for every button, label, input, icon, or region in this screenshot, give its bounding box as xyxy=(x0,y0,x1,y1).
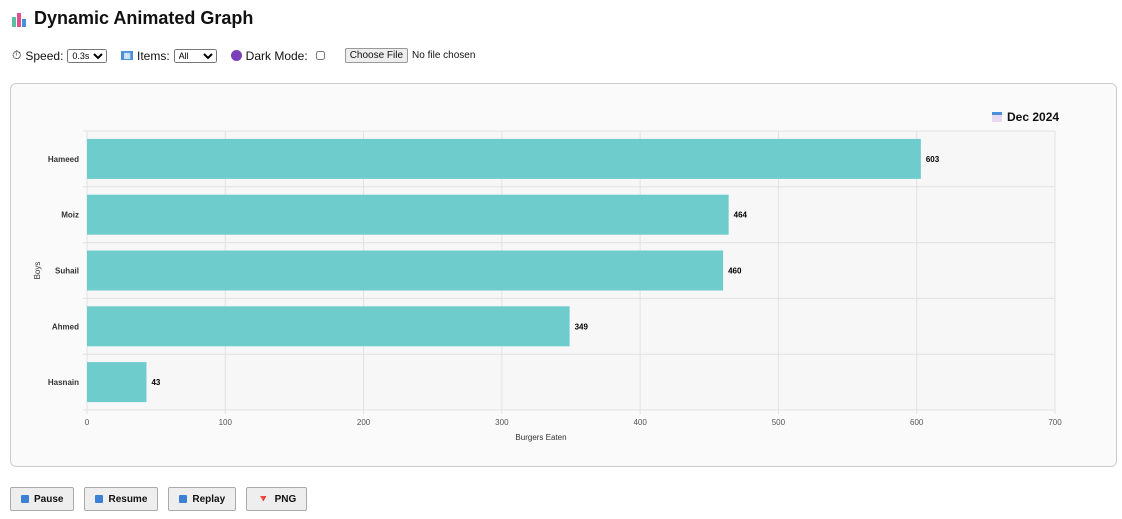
data-label: 460 xyxy=(728,267,742,276)
choose-file-button[interactable]: Choose File xyxy=(344,48,409,63)
y-tick-label: Ahmed xyxy=(52,322,79,331)
pause-button[interactable]: Pause xyxy=(10,487,75,511)
x-tick-label: 600 xyxy=(910,418,924,427)
resume-button[interactable]: Resume xyxy=(84,487,159,511)
speed-select[interactable]: 0.3s xyxy=(67,48,108,63)
data-label: 349 xyxy=(575,322,589,331)
calendar-icon xyxy=(992,112,1002,122)
replay-button[interactable]: Replay xyxy=(168,487,237,511)
data-label: 43 xyxy=(151,378,160,387)
play-icon xyxy=(95,495,104,503)
page-title: Dynamic Animated Graph xyxy=(12,8,253,29)
numbers-icon: ▦ xyxy=(121,51,133,60)
x-tick-label: 400 xyxy=(633,418,647,427)
bar-chart-icon xyxy=(12,11,26,27)
y-tick-label: Suhail xyxy=(55,267,79,276)
dark-mode-checkbox[interactable] xyxy=(315,51,325,60)
x-axis-title: Burgers Eaten xyxy=(515,433,566,442)
replay-icon xyxy=(179,495,188,503)
items-select[interactable]: All xyxy=(173,48,217,63)
period-label: Dec 2024 xyxy=(992,110,1059,124)
download-icon: 🔻 xyxy=(257,493,270,505)
file-status: No file chosen xyxy=(412,50,476,61)
bar xyxy=(87,138,921,179)
x-tick-label: 200 xyxy=(357,418,371,427)
x-tick-label: 100 xyxy=(219,418,233,427)
bar xyxy=(87,194,729,235)
bar xyxy=(87,362,147,403)
stopwatch-icon: ⏱ xyxy=(12,48,22,62)
y-tick-label: Hameed xyxy=(48,155,79,164)
data-label: 603 xyxy=(926,155,940,164)
x-tick-label: 500 xyxy=(772,418,786,427)
bar xyxy=(87,250,724,291)
data-label: 464 xyxy=(734,211,748,220)
x-tick-label: 300 xyxy=(495,418,509,427)
x-tick-label: 700 xyxy=(1048,418,1062,427)
y-axis-title: Boys xyxy=(33,262,42,280)
purple-circle-icon xyxy=(230,50,242,61)
bar xyxy=(87,306,570,347)
y-tick-label: Hasnain xyxy=(48,378,79,387)
pause-icon xyxy=(21,495,29,503)
png-button[interactable]: 🔻 PNG xyxy=(246,487,308,511)
y-tick-label: Moiz xyxy=(61,211,79,220)
x-tick-label: 0 xyxy=(85,418,90,427)
controls-bar: ⏱ Speed: 0.3s ▦ Items: All Dark Mode: Choose… xyxy=(12,48,489,63)
